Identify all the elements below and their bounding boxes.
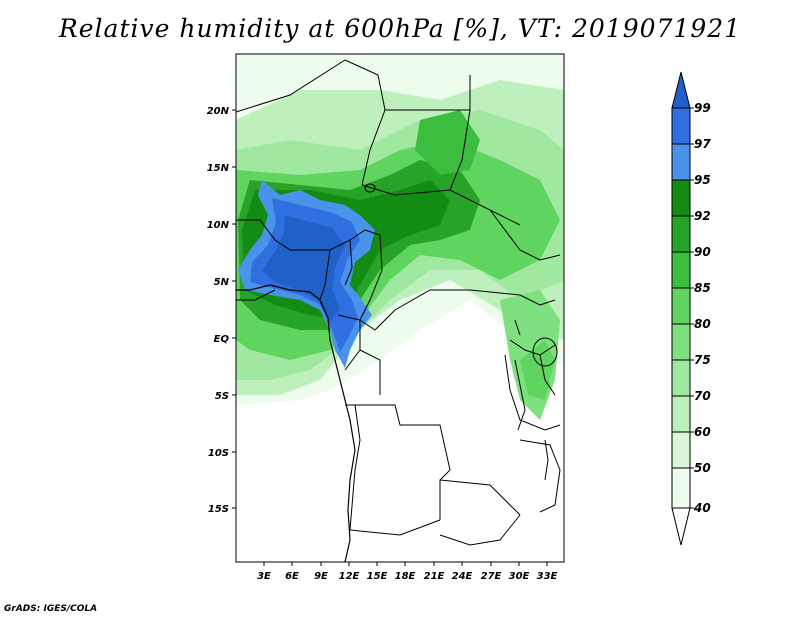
lat-label: EQ [214,334,230,345]
colorbar-label: 95 [694,173,711,187]
map-frame [235,53,565,563]
colorbar-swatch [671,323,691,361]
lon-label: 24E [452,571,473,582]
colorbar-swatch [671,179,691,217]
lon-label: 21E [424,571,445,582]
lat-label: 15S [208,504,229,515]
lake-malawi-outline [544,439,549,481]
lon-label: 15E [367,571,388,582]
country-borders [236,59,561,546]
colorbar-swatch [671,395,691,433]
colorbar: 99 97 95 92 90 85 80 75 70 60 50 40 [671,71,711,546]
colorbar-label: 60 [694,425,711,439]
border-line [519,294,556,306]
border-line [319,249,331,301]
colorbar-label: 85 [694,281,711,295]
colorbar-swatch [671,107,691,145]
lake-albert-outline [514,319,521,336]
border-line [449,109,471,191]
border-line [236,59,346,113]
lon-label: 6E [285,571,299,582]
lon-label: 33E [537,571,558,582]
border-line [359,349,381,395]
humidity-patch-east-inner [520,340,555,400]
colorbar-swatch [671,359,691,397]
border-line [439,479,521,516]
lat-label: 5N [214,277,230,288]
lake-tanganyika-outline [514,359,526,431]
lon-label: 9E [314,571,328,582]
colorbar-swatch [671,215,691,253]
coastline [236,284,356,562]
border-line [236,289,276,301]
lon-label: 27E [481,571,502,582]
grads-credit: GrADS: IGES/COLA [4,604,98,614]
colorbar-label: 97 [694,137,711,151]
chart-title: Relative humidity at 600hPa [%], VT: 201… [58,14,742,43]
lat-label: 20N [207,106,230,117]
border-line [539,354,556,396]
latitude-axis: 20N 15N 10N 5N EQ 5S 10S 15S [207,106,236,515]
colorbar-top-arrow [671,71,691,109]
border-line [489,209,521,226]
border-line [519,439,561,513]
longitude-axis: 3E 6E 9E 12E 15E 18E 21E 24E 27E 30E 33E [257,562,558,582]
lake-chad-outline [364,183,376,193]
humidity-band-99 [262,215,345,322]
colorbar-label: 90 [694,245,711,259]
colorbar-label: 99 [694,101,711,115]
border-line [359,234,521,331]
lat-label: 10S [208,448,229,459]
colorbar-label: 40 [693,501,711,515]
colorbar-bottom-arrow [671,507,691,546]
border-line [349,519,441,536]
colorbar-label: 92 [694,209,711,223]
colorbar-label: 50 [694,461,711,475]
colorbar-label: 70 [694,389,711,403]
colorbar-swatch [671,287,691,325]
coastline-path [236,284,356,562]
colorbar-label: 75 [694,353,711,367]
border-line [337,314,361,371]
border-line [349,404,361,531]
border-line [236,219,381,251]
lon-label: 12E [339,571,360,582]
lon-label: 18E [395,571,416,582]
colorbar-label: 80 [694,317,711,331]
border-line [361,184,521,251]
border-line [519,249,561,261]
border-line [509,339,556,356]
border-line [344,239,353,286]
colorbar-swatch [671,143,691,181]
lat-label: 10N [207,220,230,231]
humidity-patch-northeast [415,110,480,175]
lon-label: 30E [509,571,530,582]
lake-victoria-outline [532,337,558,367]
colorbar-swatch [671,431,691,469]
colorbar-swatch [671,251,691,289]
lat-label: 15N [207,163,230,174]
border-line [439,514,521,546]
humidity-field [236,54,564,562]
lon-label: 3E [257,571,271,582]
lat-label: 5S [215,391,229,402]
lakes [364,183,558,481]
border-line [504,354,561,431]
colorbar-swatch [671,467,691,509]
